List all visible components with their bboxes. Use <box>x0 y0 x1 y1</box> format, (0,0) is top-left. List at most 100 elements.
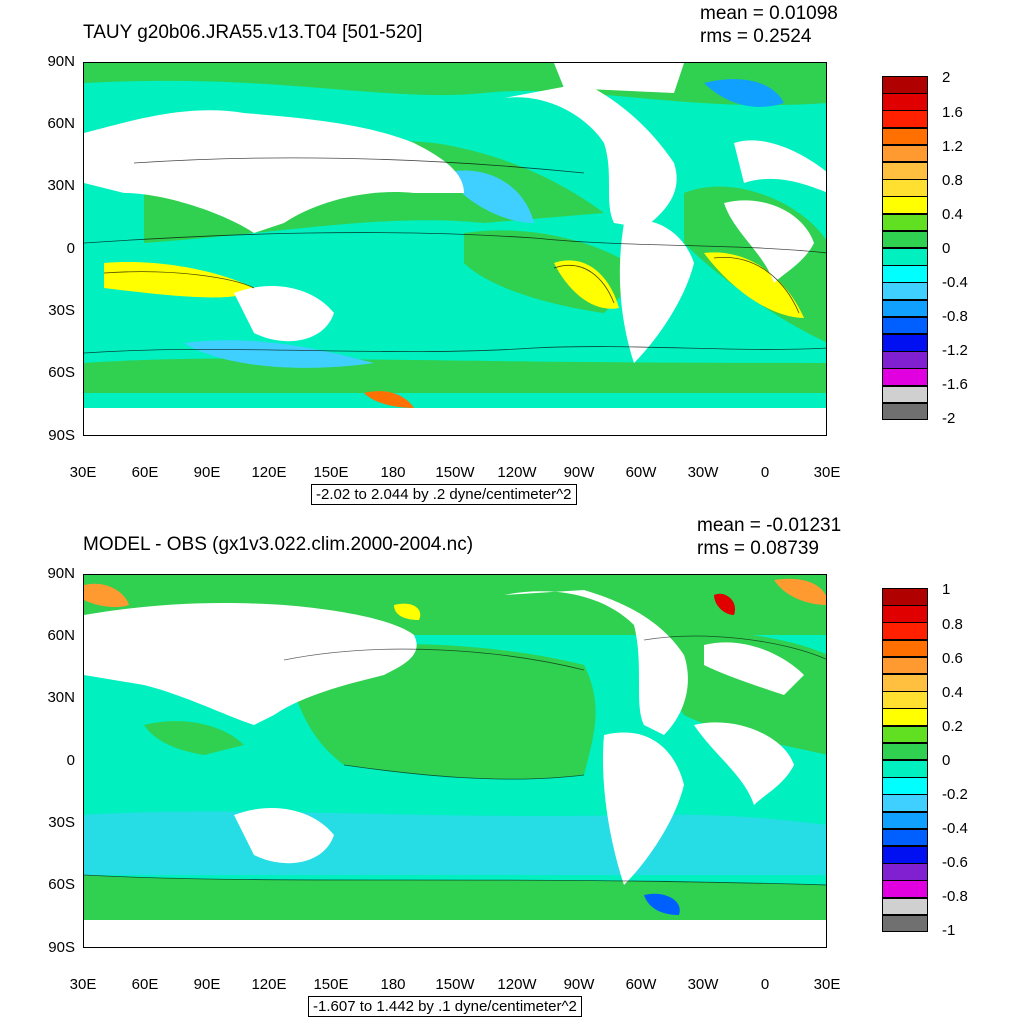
colorbar-label: 1.2 <box>942 138 963 155</box>
colorbar-swatch <box>882 334 928 352</box>
colorbar-swatch <box>882 162 928 180</box>
colorbar-swatch <box>882 316 928 335</box>
lon-label: 30W <box>687 464 719 481</box>
colorbar-swatch <box>882 196 928 215</box>
colorbar-swatch <box>882 725 928 744</box>
colorbar-label: 1 <box>942 581 951 598</box>
panel-model-minus-obs: MODEL - OBS (gx1v3.022.clim.2000-2004.nc… <box>0 512 1024 1024</box>
lon-label: 0 <box>760 976 770 993</box>
colorbar-swatch <box>882 846 928 864</box>
lat-label: 60S <box>48 364 75 381</box>
colorbar-swatch <box>882 265 928 283</box>
colorbar-swatch <box>882 708 928 727</box>
contour-info: -1.607 to 1.442 by .1 dyne/centimeter^2 <box>308 996 582 1017</box>
lat-label: 30N <box>47 177 75 194</box>
colorbar-swatch <box>882 914 928 933</box>
lat-label: 60N <box>47 115 75 132</box>
colorbar-label: -0.6 <box>942 854 968 871</box>
colorbar-label: -0.2 <box>942 786 968 803</box>
lon-label: 150E <box>313 976 349 993</box>
colorbar-swatch <box>882 402 928 421</box>
lon-label: 30E <box>813 976 841 993</box>
colorbar-swatch <box>882 880 928 899</box>
lon-label: 30E <box>69 464 97 481</box>
lon-label: 60E <box>131 976 159 993</box>
lat-label: 30S <box>48 814 75 831</box>
rms-stat: rms = 0.08739 <box>697 538 819 559</box>
lon-label: 60E <box>131 464 159 481</box>
colorbar-label: 0.4 <box>942 206 963 223</box>
colorbar-label: -0.4 <box>942 820 968 837</box>
lon-label: 120E <box>251 976 287 993</box>
map-field <box>84 63 826 435</box>
lon-label: 120W <box>497 464 537 481</box>
colorbar-swatch <box>882 588 928 606</box>
lon-label: 90W <box>563 464 595 481</box>
colorbar-swatch <box>882 897 928 916</box>
lon-label: 30E <box>813 464 841 481</box>
lat-label: 30S <box>48 302 75 319</box>
colorbar-swatch <box>882 93 928 111</box>
colorbar-label: 2 <box>942 69 951 86</box>
contour-info: -2.02 to 2.044 by .2 dyne/centimeter^2 <box>311 484 577 505</box>
colorbar <box>882 588 928 933</box>
colorbar-swatch <box>882 760 928 778</box>
colorbar-swatch <box>882 127 928 146</box>
lon-label: 150W <box>435 976 475 993</box>
colorbar-swatch <box>882 828 928 847</box>
lat-label: 0 <box>66 240 75 257</box>
lon-label: 60W <box>625 976 657 993</box>
map-plot-area <box>83 574 827 948</box>
colorbar-swatch <box>882 794 928 813</box>
colorbar-swatch <box>882 811 928 830</box>
lon-label: 150E <box>313 464 349 481</box>
map-plot-area <box>83 62 827 436</box>
colorbar-label: 0 <box>942 752 951 769</box>
colorbar-swatch <box>882 742 928 761</box>
colorbar-label: -0.8 <box>942 308 968 325</box>
colorbar-swatch <box>882 863 928 881</box>
lat-label: 0 <box>66 752 75 769</box>
lat-label: 90N <box>47 565 75 582</box>
colorbar-swatch <box>882 605 928 623</box>
colorbar-label: 1.6 <box>942 104 963 121</box>
mean-stat: mean = -0.01231 <box>697 515 842 536</box>
panel-title: MODEL - OBS (gx1v3.022.clim.2000-2004.nc… <box>83 534 474 555</box>
colorbar-swatch <box>882 385 928 404</box>
colorbar-swatch <box>882 144 928 163</box>
lon-label: 30E <box>69 976 97 993</box>
lon-label: 120E <box>251 464 287 481</box>
lat-label: 30N <box>47 689 75 706</box>
map-field <box>84 575 826 947</box>
colorbar-swatch <box>882 299 928 318</box>
lat-label: 90S <box>48 427 75 444</box>
colorbar-label: 0.4 <box>942 684 963 701</box>
lat-label: 90N <box>47 53 75 70</box>
colorbar-label: -0.8 <box>942 888 968 905</box>
colorbar-swatch <box>882 179 928 197</box>
colorbar-swatch <box>882 110 928 129</box>
colorbar-swatch <box>882 368 928 387</box>
colorbar-label: -1.6 <box>942 376 968 393</box>
lon-label: 90E <box>193 464 221 481</box>
colorbar-swatch <box>882 639 928 658</box>
colorbar-label: -1.2 <box>942 342 968 359</box>
lon-label: 0 <box>760 464 770 481</box>
colorbar-swatch <box>882 777 928 795</box>
lon-label: 60W <box>625 464 657 481</box>
lat-label: 60N <box>47 627 75 644</box>
colorbar-swatch <box>882 674 928 692</box>
colorbar-label: 0.8 <box>942 616 963 633</box>
colorbar-swatch <box>882 76 928 94</box>
colorbar-label: -2 <box>942 410 956 427</box>
lon-label: 150W <box>435 464 475 481</box>
panel-title: TAUY g20b06.JRA55.v13.T04 [501-520] <box>83 22 423 43</box>
colorbar-swatch <box>882 622 928 641</box>
colorbar-swatch <box>882 248 928 266</box>
colorbar-label: 0.2 <box>942 718 963 735</box>
colorbar-label: 0.6 <box>942 650 963 667</box>
rms-stat: rms = 0.2524 <box>700 26 812 47</box>
colorbar-label: 0.8 <box>942 172 963 189</box>
colorbar-swatch <box>882 213 928 232</box>
colorbar-label: 0 <box>942 240 951 257</box>
